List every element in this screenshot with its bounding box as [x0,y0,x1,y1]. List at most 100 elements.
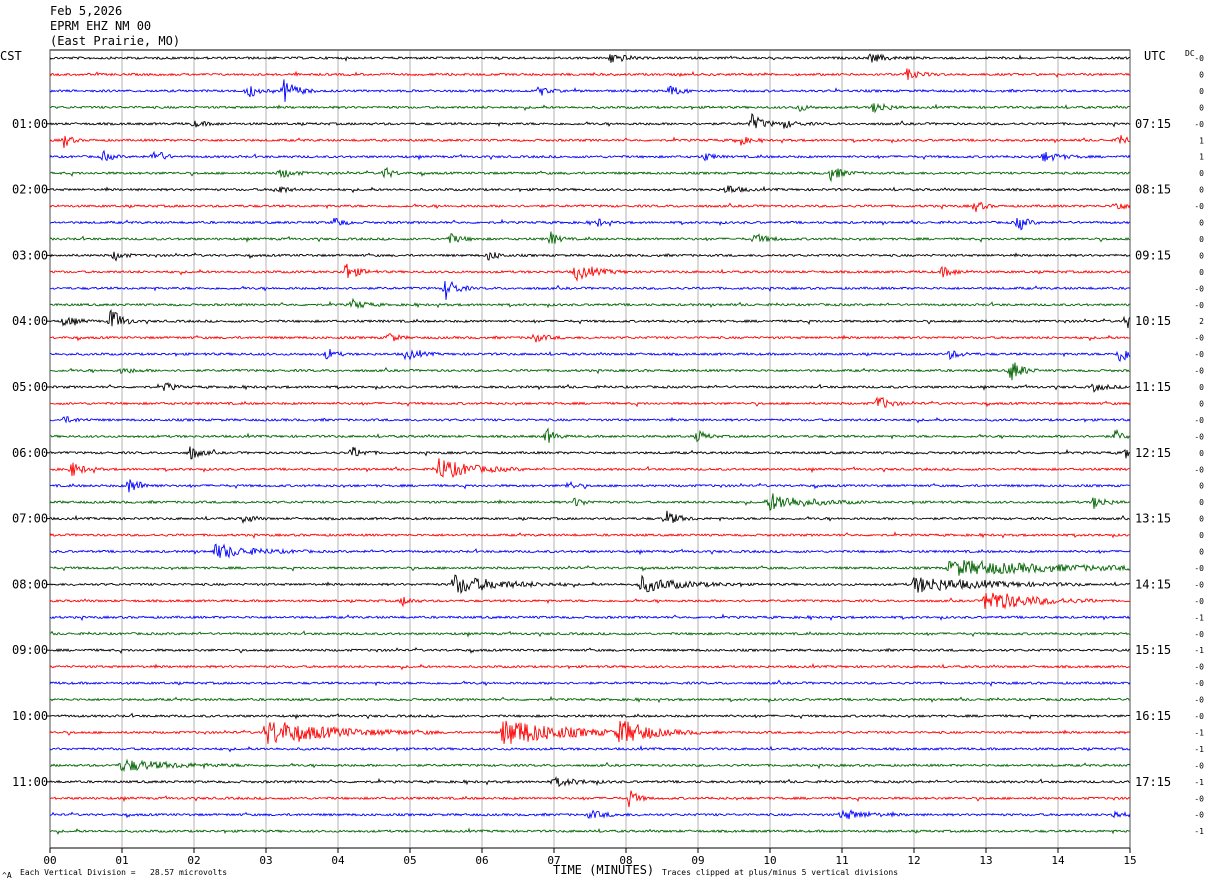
left-time-label: 09:00 [12,643,48,657]
trace-line [49,695,1131,704]
trace-line [49,479,1131,493]
corner-mark: ^A [2,871,12,880]
right-time-label: 14:15 [1135,577,1171,591]
trace-line [49,102,1131,114]
x-tick-label: 00 [43,854,56,867]
dc-offset-label: 2 [1199,317,1204,326]
trace-line [49,185,1131,194]
dc-offset-label: -1 [1194,728,1204,737]
dc-offset-label: -0 [1194,564,1204,573]
header-station: EPRM EHZ NM 00 [50,19,152,33]
trace-line [49,531,1130,539]
x-tick-label: 03 [259,854,272,867]
trace-line [49,382,1131,393]
trace-line [50,333,1131,343]
trace-line [50,630,1131,638]
dc-offset-label: 0 [1199,219,1204,228]
dc-offset-label: -0 [1194,696,1204,705]
trace-line [49,559,1131,576]
dc-offset-label: -1 [1194,745,1204,754]
trace-line [49,416,1131,424]
trace-line [49,827,1131,835]
left-time-label: 03:00 [12,248,48,262]
right-time-label: 17:15 [1135,775,1171,789]
left-timezone-label: CST [0,49,22,63]
trace-line [49,720,1131,744]
header-location: (East Prairie, MO) [50,34,181,48]
trace-line [50,427,1131,443]
trace-line [49,217,1131,231]
right-timezone-label: UTC [1144,49,1166,63]
trace-line [49,201,1131,212]
x-tick-label: 01 [115,854,128,867]
trace-line [49,308,1131,329]
dc-offset-label: 0 [1199,186,1204,195]
x-tick-label: 05 [403,854,416,867]
dc-offset-label: 0 [1199,103,1204,112]
x-tick-label: 11 [835,854,848,867]
x-tick-label: 12 [907,854,920,867]
dc-offset-label: -1 [1194,827,1204,836]
x-tick-label: 10 [763,854,776,867]
dc-offset-label: 0 [1199,268,1204,277]
trace-line [49,574,1131,595]
dc-offset-label: -0 [1194,597,1204,606]
trace-line [49,493,1131,512]
dc-offset-label: 1 [1199,153,1204,162]
dc-offset-label: -0 [1194,663,1204,672]
right-time-label: 11:15 [1135,380,1171,394]
trace-line [49,592,1131,610]
left-time-label: 08:00 [12,577,48,591]
left-time-label: 06:00 [12,446,48,460]
dc-offset-label: -0 [1194,794,1204,803]
x-tick-label: 04 [331,854,345,867]
dc-offset-label: -0 [1194,580,1204,589]
trace-line [49,362,1130,381]
trace-line [49,647,1131,655]
left-time-label: 01:00 [12,117,48,131]
dc-offset-label: 0 [1199,515,1204,524]
left-time-label: 05:00 [12,380,48,394]
dc-offset-label: 0 [1199,169,1204,178]
x-tick-label: 13 [979,854,992,867]
dc-offset-label: -1 [1194,778,1204,787]
trace-line [49,679,1131,687]
dc-offset-label: 0 [1199,251,1204,260]
dc-offset-label: 0 [1199,399,1204,408]
trace-line [49,79,1131,102]
dc-offset-label: 0 [1199,531,1204,540]
x-tick-label: 06 [475,854,488,867]
trace-line [49,446,1131,460]
dc-offset-label: -0 [1194,350,1204,359]
right-time-label: 08:15 [1135,183,1171,197]
dc-offset-label: 0 [1199,482,1204,491]
dc-offset-label: -0 [1194,432,1204,441]
right-time-label: 13:15 [1135,512,1171,526]
header-date: Feb 5,2026 [50,4,123,18]
right-time-label: 15:15 [1135,643,1171,657]
trace-line [49,263,1131,282]
dc-offset-label: -0 [1194,630,1204,639]
dc-offset-label: 0 [1199,498,1204,507]
x-tick-label: 09 [691,854,704,867]
trace-line [49,53,1130,63]
trace-line [49,112,1131,129]
trace-line [50,166,1131,183]
right-time-label: 16:15 [1135,709,1171,723]
right-time-label: 10:15 [1135,314,1171,328]
x-axis-title: TIME (MINUTES) [553,863,655,877]
x-tick-label: 15 [1123,854,1136,867]
trace-lines [49,53,1131,835]
dc-offset-label: 0 [1199,449,1204,458]
axis-labels: 00 01 02 03 04 05 06 07 08 09 10 11 12 13 14 15-0000-01… [12,54,1204,867]
left-time-label: 11:00 [12,775,48,789]
dc-offset-label: 0 [1199,70,1204,79]
dc-offset-label: -0 [1194,54,1204,63]
dc-offset-label: -0 [1194,202,1204,211]
trace-line [49,543,1131,559]
trace-line [49,349,1131,362]
dc-offset-label: -0 [1194,679,1204,688]
trace-line [49,809,1131,820]
trace-line [49,790,1131,808]
right-time-label: 12:15 [1135,446,1171,460]
